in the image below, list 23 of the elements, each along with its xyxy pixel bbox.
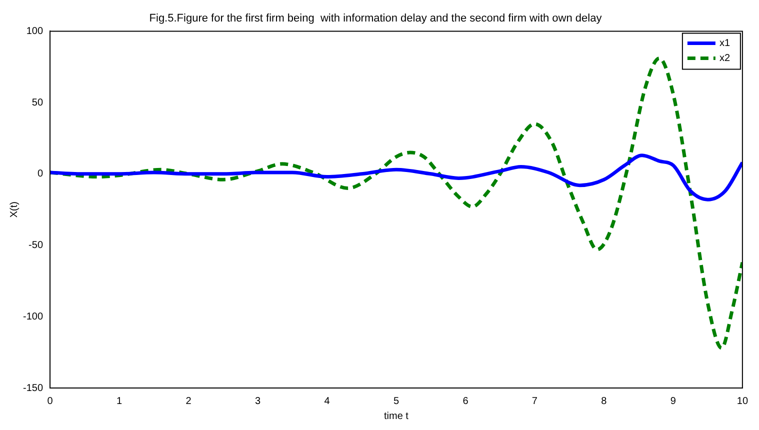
y-tick-label: 100 xyxy=(26,26,44,37)
x-tick-label: 5 xyxy=(393,396,400,407)
x-tick-label: 9 xyxy=(670,396,676,407)
x-tick-label: 3 xyxy=(254,396,261,407)
x-tick-label: 2 xyxy=(186,396,192,407)
y-tick-label: 0 xyxy=(37,168,44,180)
x-tick-label: 10 xyxy=(736,396,748,407)
y-tick-label: -100 xyxy=(23,311,44,322)
y-tick-label: -150 xyxy=(23,382,44,394)
x-tick-label: 7 xyxy=(532,396,538,407)
x-tick-label: 1 xyxy=(116,396,122,407)
line-series xyxy=(50,154,742,202)
x-tick-label: 6 xyxy=(462,396,469,407)
x-tick-label: 0 xyxy=(47,396,54,407)
chart-title: Fig.5.Figure for the first firm being with information delay and the second firm with own delay xyxy=(149,12,602,25)
legend-label: x1 xyxy=(719,38,730,49)
x-tick-label: 8 xyxy=(601,396,608,407)
y-tick-label: -50 xyxy=(28,240,44,252)
y-tick-label: 50 xyxy=(32,97,44,108)
x-axis-title: time t xyxy=(384,410,409,422)
y-axis-title: X(t) xyxy=(8,202,20,218)
legend-label: x2 xyxy=(719,52,730,64)
x-tick-label: 4 xyxy=(324,396,330,407)
